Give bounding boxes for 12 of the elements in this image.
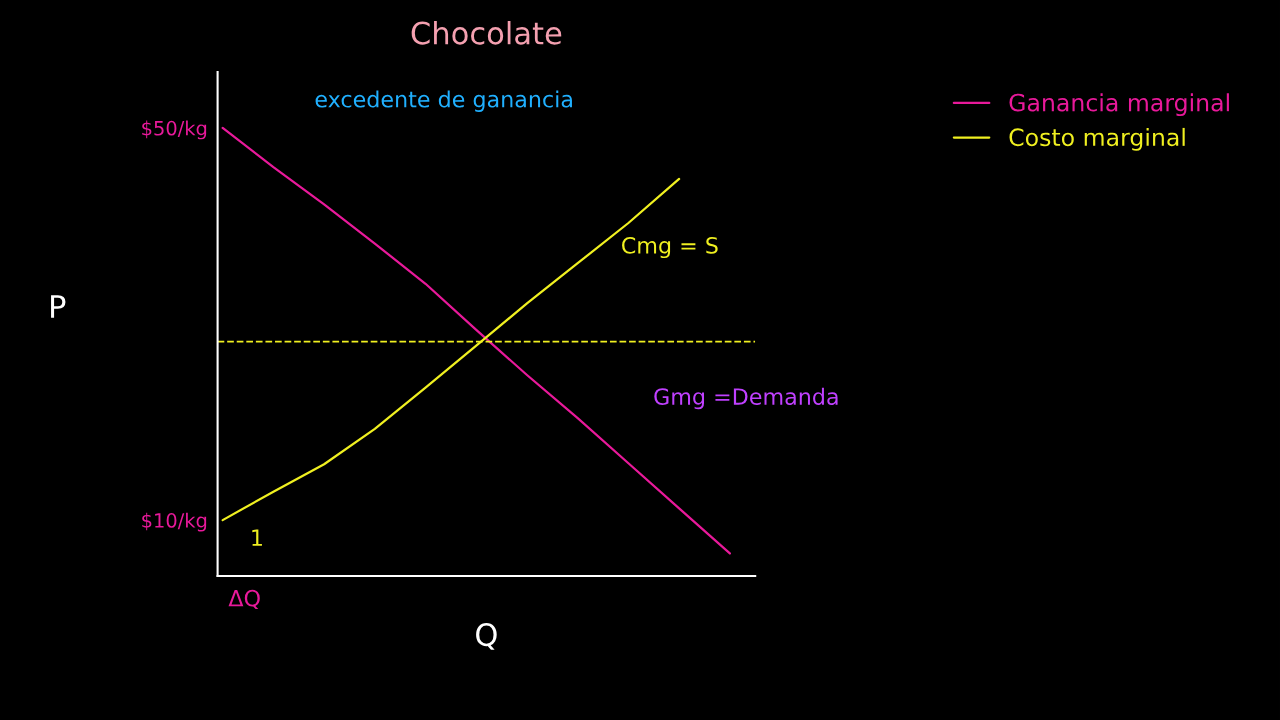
annotation: excedente de ganancia (315, 90, 572, 112)
annotation: 1 (252, 529, 262, 546)
y-axis-title: P (51, 295, 66, 318)
chart-title: Chocolate (411, 21, 562, 45)
y-tick-label: $10/kg (142, 512, 207, 532)
annotation: Gmg =Demanda (654, 387, 838, 410)
legend-label: Costo marginal (1009, 127, 1185, 151)
text: ΔQ (228, 589, 260, 610)
y-tick-label: $50/kg (142, 120, 207, 140)
x-axis-title: Q (476, 623, 497, 650)
annotation: Cmg = S (622, 236, 718, 259)
legend-label: Ganancia marginal (1009, 93, 1229, 117)
